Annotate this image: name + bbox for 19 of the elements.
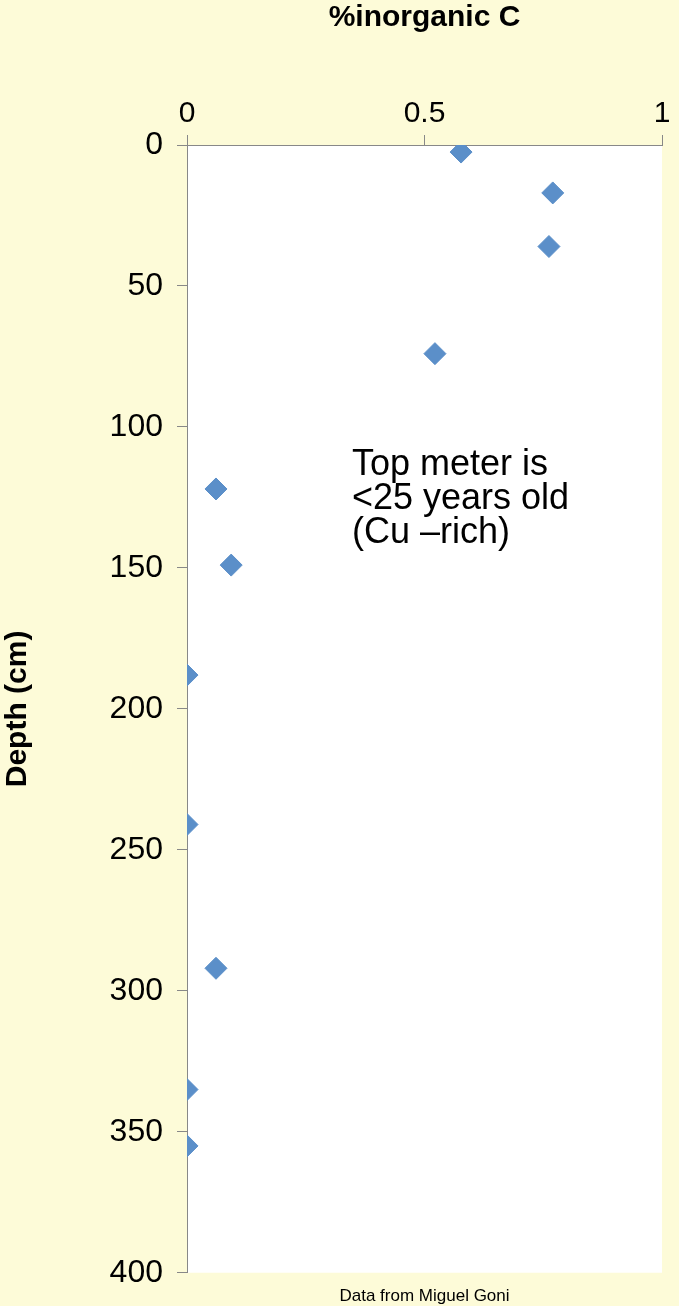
text: Data from Miguel Goni bbox=[339, 1286, 510, 1306]
y-axis-title: Depth (cm) bbox=[0, 630, 33, 788]
point bbox=[423, 342, 447, 366]
y-tick-label: 350 bbox=[109, 1111, 163, 1148]
x-tick-label: 0.5 bbox=[403, 95, 446, 129]
y-tick-label: 50 bbox=[127, 265, 163, 302]
point bbox=[537, 235, 561, 258]
y-tick-label: 100 bbox=[109, 406, 163, 443]
y-tick-label: 250 bbox=[109, 829, 163, 866]
x-axis-title: %inorganic C bbox=[328, 0, 521, 33]
y-tick-label: 0 bbox=[145, 124, 163, 161]
point bbox=[541, 181, 565, 205]
y-tick-label: 400 bbox=[109, 1252, 163, 1289]
y-tick-label: 200 bbox=[109, 688, 163, 725]
x-tick-label: 0 bbox=[178, 95, 196, 129]
y-tick-label: 150 bbox=[109, 547, 163, 584]
x-tick-label: 1 bbox=[653, 95, 671, 129]
y-tick-label: 300 bbox=[109, 970, 163, 1007]
annotation: Top meter is <25 years old (Cu –rich) bbox=[352, 442, 570, 551]
